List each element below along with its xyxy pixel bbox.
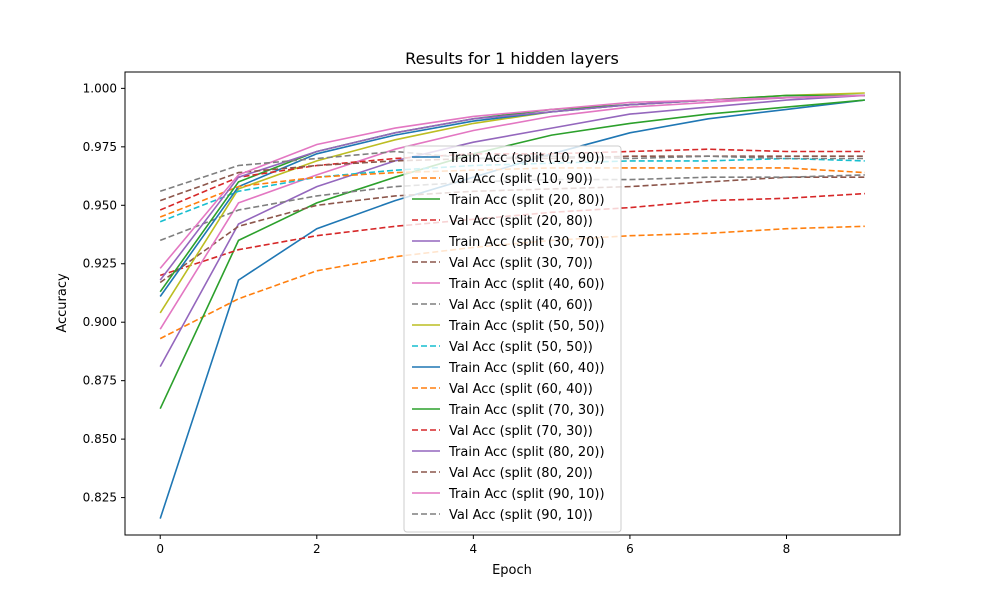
x-tick-label: 4 [470,542,478,556]
y-axis: 0.825 0.850 0.875 0.900 0.925 0.950 0.975 1.000 [83,81,125,505]
y-tick-label: 0.875 [83,374,117,388]
legend-label: Val Acc (split (80, 20)) [449,466,593,481]
legend-label: Train Acc (split (50, 50)) [448,319,605,334]
y-tick-label: 0.825 [83,491,117,505]
x-tick-label: 0 [156,542,164,556]
legend-label: Val Acc (split (90, 10)) [449,508,593,523]
y-tick-label: 0.850 [83,432,117,446]
legend-label: Train Acc (split (20, 80)) [448,193,605,208]
series-line-4 [159,192,865,277]
plot-frame [124,71,901,536]
series-line-2 [159,225,865,340]
legend-label: Val Acc (split (60, 40)) [449,382,593,397]
legend-label: Train Acc (split (40, 60)) [448,277,605,292]
chart-title: Results for 1 hidden layers [405,49,619,68]
series-line-8 [159,174,865,242]
series-line-13 [159,94,865,293]
x-tick-label: 2 [313,542,321,556]
y-tick-label: 1.000 [83,81,117,95]
series-line-10 [159,157,865,223]
legend: Train Acc (split (10, 90)) Val Acc (split… [403,145,622,533]
series-line-7 [159,94,865,330]
legend-label: Val Acc (split (40, 60)) [449,298,593,313]
y-tick-label: 0.950 [83,198,117,212]
y-tick-label: 0.975 [83,140,117,154]
legend-label: Train Acc (split (10, 90)) [448,151,605,166]
legend-label: Train Acc (split (90, 10)) [448,487,605,502]
legend-label: Val Acc (split (50, 50)) [449,340,593,355]
legend-label: Val Acc (split (30, 70)) [449,256,593,271]
legend-label: Train Acc (split (60, 40)) [448,361,605,376]
legend-label: Train Acc (split (70, 30)) [448,403,605,418]
legend-label: Val Acc (split (20, 80)) [449,214,593,229]
legend-label: Val Acc (split (10, 90)) [449,172,593,187]
series-line-16 [159,155,865,202]
series-line-18 [159,150,865,193]
plot-lines [159,92,865,519]
legend-box [403,145,622,533]
series-line-17 [159,94,865,269]
y-tick-label: 0.925 [83,257,117,271]
y-tick-label: 0.900 [83,315,117,329]
legend-label: Train Acc (split (30, 70)) [448,235,605,250]
x-tick-label: 8 [783,542,791,556]
x-tick-label: 6 [626,542,634,556]
legend-label: Val Acc (split (70, 30)) [449,424,593,439]
series-line-5 [159,94,865,367]
y-axis-label: Accuracy [55,273,70,333]
x-axis-label: Epoch [492,563,532,578]
series-line-3 [159,99,865,410]
legend-label: Train Acc (split (80, 20)) [448,445,605,460]
x-axis: 0 2 4 6 8 [156,535,790,556]
